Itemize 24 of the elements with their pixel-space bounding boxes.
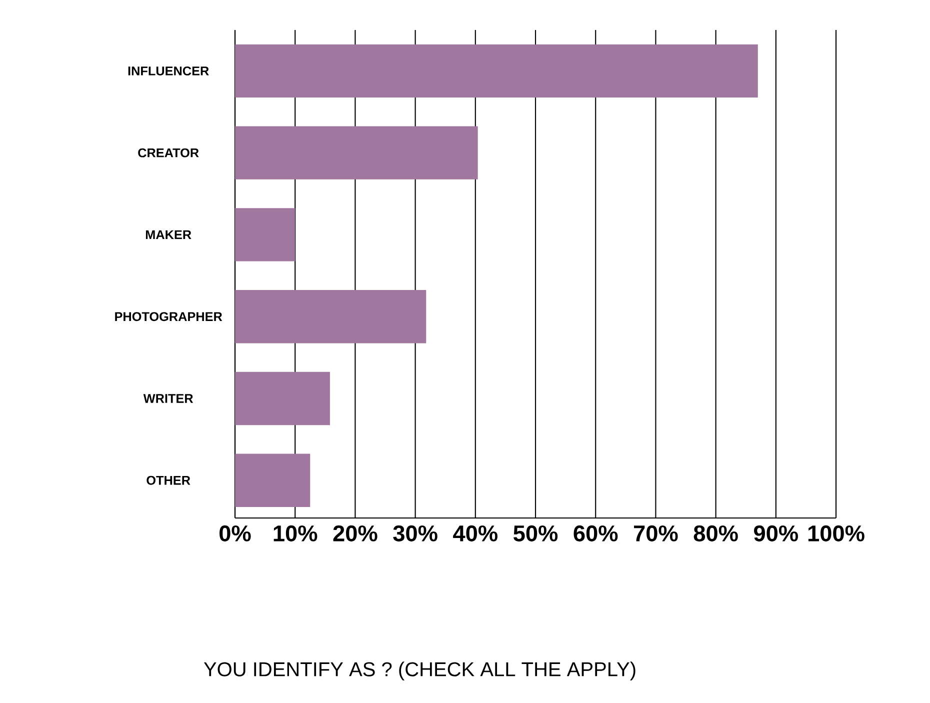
x-tick-label: 10% xyxy=(274,525,318,542)
bar xyxy=(235,454,310,507)
bar xyxy=(235,290,426,344)
x-tick-label: 40% xyxy=(453,525,498,542)
x-tick-label: 20% xyxy=(333,525,378,542)
x-tick-label: 30% xyxy=(393,525,438,542)
y-tick-label: MAKER xyxy=(146,230,192,240)
x-tick-label: 0% xyxy=(220,525,251,542)
x-tick-label: 80% xyxy=(694,525,738,542)
bar xyxy=(235,44,758,98)
x-tick-label: 100% xyxy=(808,525,864,542)
x-tick-label: 50% xyxy=(514,525,558,542)
bar xyxy=(235,208,296,262)
y-tick-label: OTHER xyxy=(146,476,190,485)
y-tick-label: WRITER xyxy=(143,394,194,403)
y-tick-label: PHOTOGRAPHER xyxy=(115,312,222,322)
bar xyxy=(235,126,478,180)
x-tick-label: 70% xyxy=(634,525,678,542)
text: YOU IDENTIFY AS ? (CHECK ALL THE APPLY) xyxy=(204,662,636,680)
y-tick-label: CREATOR xyxy=(138,148,199,158)
x-tick-label: 60% xyxy=(574,525,618,542)
x-tick-label: 90% xyxy=(754,525,798,542)
y-tick-label: INFLUENCER xyxy=(128,66,209,76)
bar xyxy=(235,372,330,426)
